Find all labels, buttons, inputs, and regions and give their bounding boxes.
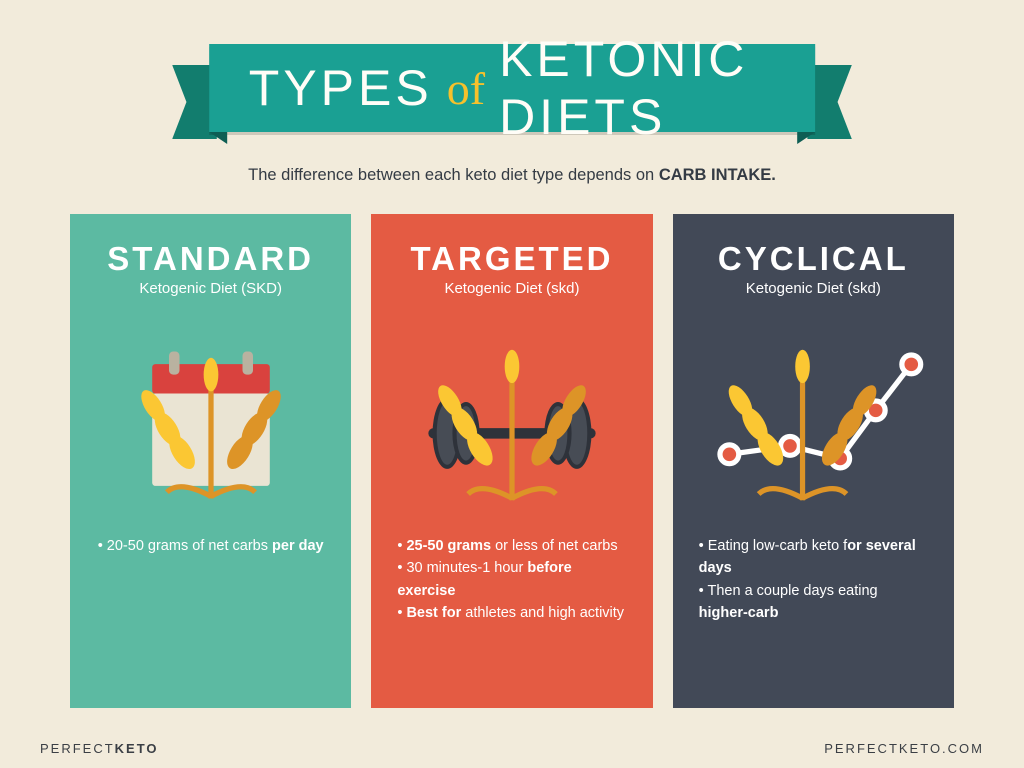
subtitle-emph: CARB INTAKE. — [659, 166, 776, 184]
title-left: TYPES — [249, 59, 433, 117]
bullet: Eating low-carb keto for several days — [699, 535, 928, 580]
bullet: Best for athletes and high activity — [397, 602, 626, 624]
cards-row: STANDARD Ketogenic Diet (SKD) — [70, 214, 954, 708]
bullet: 30 minutes-1 hour before exercise — [397, 557, 626, 602]
title-of: of — [447, 62, 485, 115]
bullet-list: 25-50 grams or less of net carbs 30 minu… — [387, 535, 636, 625]
title-right: KETONIC DIETS — [499, 30, 775, 146]
card-heading: TARGETED — [410, 240, 613, 278]
card-targeted: TARGETED Ketogenic Diet (skd) — [371, 214, 652, 708]
subtitle-text: The difference between each keto diet ty… — [248, 166, 659, 184]
footer-url: PERFECTKETO.COM — [824, 741, 984, 756]
chart-wheat-icon — [698, 320, 928, 530]
illustration-chart — [689, 315, 938, 535]
bullet: Then a couple days eating higher-carb — [699, 580, 928, 625]
card-heading: STANDARD — [107, 240, 314, 278]
card-heading: CYCLICAL — [718, 240, 909, 278]
footer: PERFECTKETO PERFECTKETO.COM — [40, 741, 984, 756]
dumbbell-wheat-icon — [397, 320, 627, 530]
brand-light: PERFECT — [40, 741, 115, 756]
title-banner: TYPES of KETONIC DIETS — [172, 44, 852, 132]
card-cyclical: CYCLICAL Ketogenic Diet (skd) — [673, 214, 954, 708]
brand-logo: PERFECTKETO — [40, 741, 159, 756]
brand-bold: KETO — [115, 741, 159, 756]
card-standard: STANDARD Ketogenic Diet (SKD) — [70, 214, 351, 708]
bullet: 20-50 grams of net carbs per day — [98, 535, 324, 557]
banner-main: TYPES of KETONIC DIETS — [209, 44, 815, 132]
subtitle: The difference between each keto diet ty… — [0, 166, 1024, 185]
illustration-dumbbell — [387, 315, 636, 535]
card-sub: Ketogenic Diet (skd) — [746, 280, 881, 297]
illustration-calendar — [86, 315, 335, 535]
card-sub: Ketogenic Diet (skd) — [444, 280, 579, 297]
bullet: 25-50 grams or less of net carbs — [397, 535, 626, 557]
calendar-wheat-icon — [106, 320, 316, 530]
bullet-list: Eating low-carb keto for several days Th… — [689, 535, 938, 625]
card-sub: Ketogenic Diet (SKD) — [139, 280, 282, 297]
bullet-list: 20-50 grams of net carbs per day — [88, 535, 334, 557]
